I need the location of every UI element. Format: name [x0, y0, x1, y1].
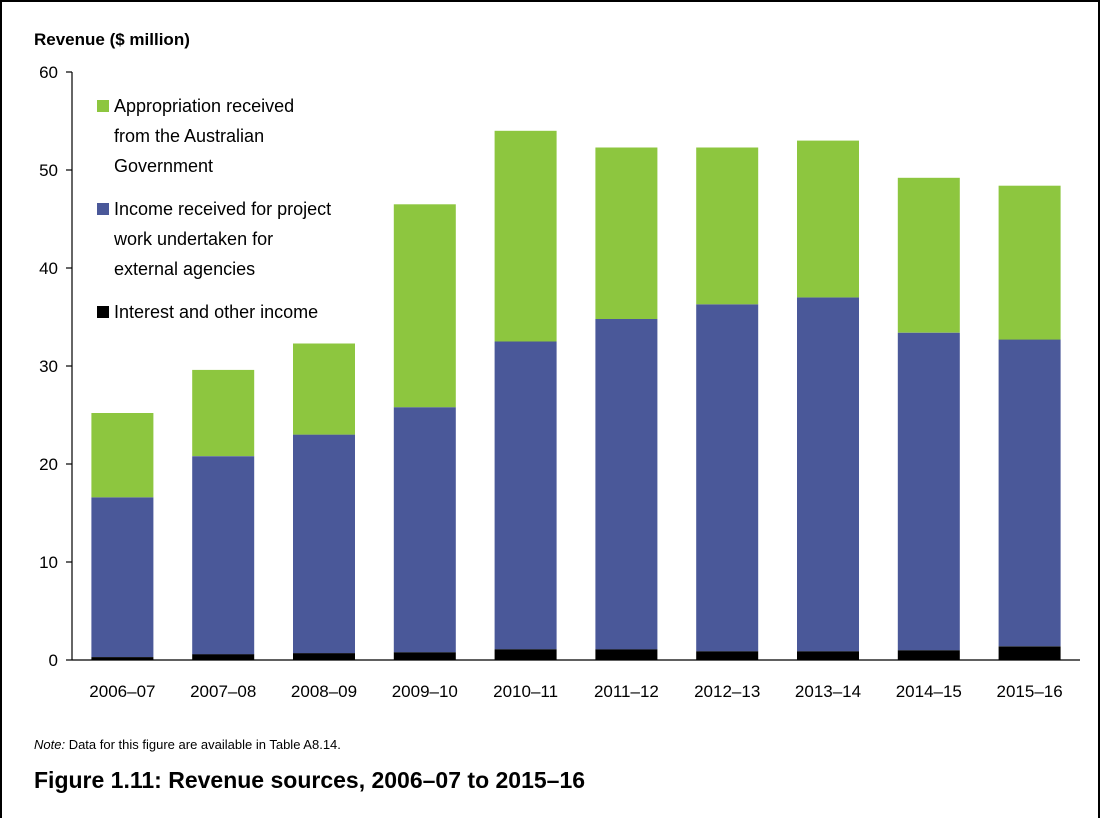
bar-segment-2-9 [998, 185, 1061, 340]
y-tick-label-6: 60 [39, 63, 58, 82]
bar-segment-1-5 [595, 319, 658, 650]
legend-label-0-1: from the Australian [114, 126, 264, 146]
bar-segment-0-5 [595, 649, 658, 660]
bar-segment-2-2 [293, 343, 355, 435]
x-tick-label-1: 2007–08 [190, 682, 256, 701]
legend-swatch-2 [97, 306, 109, 318]
x-tick-label-3: 2009–10 [392, 682, 458, 701]
bar-segment-0-2 [293, 653, 355, 660]
y-tick-label-1: 10 [39, 553, 58, 572]
bar-segment-2-7 [797, 140, 859, 298]
x-tick-label-8: 2014–15 [896, 682, 962, 701]
bar-segment-2-6 [696, 147, 759, 305]
y-tick-label-3: 30 [39, 357, 58, 376]
bar-segment-2-5 [595, 147, 658, 319]
bar-segment-2-3 [393, 204, 456, 408]
y-tick-label-5: 50 [39, 161, 58, 180]
legend-swatch-1 [97, 203, 109, 215]
figure-note: Note: Data for this figure are available… [34, 737, 341, 752]
bar-segment-0-7 [797, 651, 859, 660]
bar-segment-2-1 [192, 369, 255, 457]
x-tick-label-6: 2012–13 [694, 682, 760, 701]
bar-segment-1-3 [393, 407, 456, 653]
y-tick-label-4: 40 [39, 259, 58, 278]
bar-segment-0-1 [192, 654, 255, 660]
bar-segment-1-6 [696, 304, 759, 652]
x-tick-label-2: 2008–09 [291, 682, 357, 701]
bar-segment-2-0 [91, 413, 154, 498]
x-tick-label-0: 2006–07 [89, 682, 155, 701]
legend-label-1-1: work undertaken for [113, 229, 273, 249]
legend-swatch-0 [97, 100, 109, 112]
figure-title: Figure 1.11: Revenue sources, 2006–07 to… [34, 767, 586, 793]
bar-segment-1-4 [494, 341, 557, 650]
bar-segment-0-8 [897, 650, 960, 660]
y-tick-label-0: 0 [49, 651, 58, 670]
bar-segment-1-2 [293, 434, 355, 654]
bar-segment-0-9 [998, 646, 1061, 660]
legend-label-0-0: Appropriation received [114, 96, 294, 116]
note-label: Note: [34, 737, 66, 752]
bar-segment-1-9 [998, 339, 1061, 647]
bar-segment-1-7 [797, 297, 859, 652]
bar-segment-0-6 [696, 651, 759, 660]
bar-segment-2-8 [897, 177, 960, 333]
bar-segment-0-0 [91, 657, 154, 660]
x-tick-label-5: 2011–12 [594, 682, 659, 701]
bar-segment-0-4 [494, 649, 557, 660]
legend-label-2-0: Interest and other income [114, 302, 318, 322]
bar-segment-0-3 [393, 652, 456, 660]
x-tick-label-4: 2010–11 [493, 682, 558, 701]
bar-segment-2-4 [494, 130, 557, 342]
y-tick-label-2: 20 [39, 455, 58, 474]
x-tick-label-7: 2013–14 [795, 682, 861, 701]
legend-label-1-2: external agencies [114, 259, 255, 279]
y-axis-title: Revenue ($ million) [34, 30, 190, 49]
x-tick-label-9: 2015–16 [997, 682, 1063, 701]
bar-segment-1-1 [192, 456, 255, 655]
legend-label-0-2: Government [114, 156, 213, 176]
note-text: Data for this figure are available in Ta… [65, 737, 341, 752]
bar-segment-1-0 [91, 497, 154, 657]
bar-segment-1-8 [897, 332, 960, 651]
legend-label-1-0: Income received for project [114, 199, 331, 219]
